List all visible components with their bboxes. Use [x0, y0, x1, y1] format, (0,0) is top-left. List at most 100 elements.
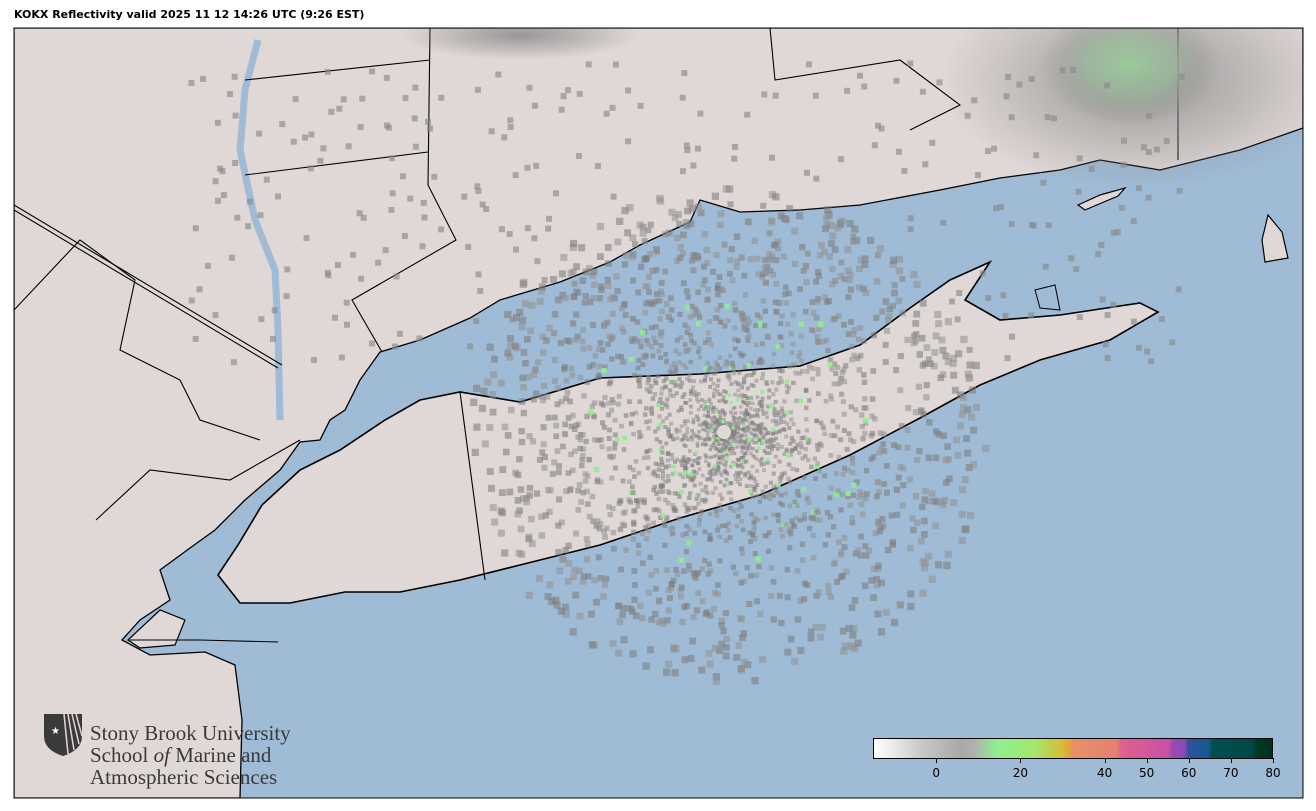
echo-pixel	[711, 408, 715, 412]
echo-pixel	[773, 280, 780, 287]
echo-pixel	[803, 453, 808, 459]
echo-pixel	[807, 525, 813, 532]
echo-pixel	[904, 444, 911, 451]
echo-pixel	[960, 335, 968, 344]
echo-pixel	[874, 479, 881, 486]
echo-pixel	[522, 360, 529, 367]
echo-pixel	[431, 173, 438, 180]
echo-pixel	[844, 246, 852, 253]
echo-pixel	[859, 412, 865, 418]
echo-pixel	[796, 429, 801, 434]
echo-pixel	[799, 445, 804, 450]
echo-pixel	[699, 598, 706, 605]
echo-pixel	[728, 446, 732, 450]
echo-pixel	[593, 598, 600, 606]
echo-pixel	[716, 274, 723, 280]
echo-pixel	[1068, 255, 1075, 262]
echo-pixel	[695, 321, 701, 327]
echo-pixel	[517, 525, 525, 533]
echo-pixel	[621, 206, 629, 215]
echo-pixel	[599, 347, 606, 353]
echo-pixel	[670, 370, 676, 375]
echo-pixel	[709, 443, 713, 448]
echo-pixel	[760, 494, 766, 499]
echo-pixel	[751, 528, 756, 534]
echo-pixel	[747, 530, 753, 536]
echo-pixel	[619, 521, 626, 527]
echo-pixel	[859, 511, 866, 518]
echo-pixel	[791, 657, 799, 665]
echo-pixel	[696, 418, 700, 422]
echo-pixel	[810, 554, 817, 561]
echo-pixel	[940, 432, 947, 439]
echo-pixel	[602, 394, 608, 400]
echo-pixel	[778, 619, 785, 627]
echo-pixel	[870, 368, 877, 374]
echo-pixel	[498, 489, 506, 497]
echo-pixel	[840, 399, 846, 405]
echo-pixel	[799, 435, 804, 441]
echo-pixel	[862, 396, 868, 402]
echo-pixel	[879, 516, 886, 523]
echo-pixel	[865, 547, 872, 554]
echo-pixel	[552, 596, 560, 604]
echo-pixel	[847, 502, 853, 508]
echo-pixel	[595, 518, 601, 524]
echo-pixel	[874, 252, 881, 259]
echo-pixel	[782, 399, 787, 404]
echo-pixel	[271, 307, 278, 314]
echo-pixel	[620, 358, 627, 365]
echo-pixel	[729, 410, 733, 414]
echo-pixel	[601, 368, 607, 374]
echo-pixel	[743, 441, 747, 445]
echo-pixel	[935, 320, 943, 328]
echo-pixel	[725, 457, 729, 461]
echo-pixel	[810, 366, 816, 371]
echo-pixel	[729, 277, 736, 283]
echo-pixel	[813, 517, 819, 523]
echo-pixel	[478, 404, 486, 412]
echo-pixel	[849, 631, 857, 639]
echo-pixel	[680, 408, 684, 412]
echo-pixel	[873, 581, 881, 589]
echo-pixel	[564, 389, 571, 396]
echo-pixel	[345, 143, 352, 150]
echo-pixel	[870, 454, 877, 460]
echo-pixel	[726, 271, 733, 277]
echo-pixel	[820, 338, 827, 345]
echo-pixel	[825, 588, 832, 595]
echo-pixel	[775, 446, 780, 451]
echo-pixel	[762, 468, 766, 473]
echo-pixel	[964, 370, 972, 378]
echo-pixel	[1004, 355, 1011, 362]
echo-pixel	[568, 423, 575, 430]
echo-pixel	[845, 493, 851, 500]
echo-pixel	[772, 299, 779, 305]
echo-pixel	[716, 424, 720, 428]
echo-pixel	[689, 257, 696, 264]
echo-pixel	[504, 432, 512, 439]
echo-pixel	[664, 360, 669, 365]
echo-pixel	[683, 461, 688, 466]
echo-pixel	[558, 519, 565, 526]
echo-pixel	[771, 493, 776, 498]
echo-pixel	[740, 630, 747, 637]
echo-pixel	[907, 602, 915, 611]
echo-pixel	[766, 406, 771, 411]
echo-pixel	[709, 406, 714, 410]
echo-pixel	[658, 397, 663, 402]
echo-pixel	[615, 602, 622, 610]
echo-pixel	[733, 411, 738, 415]
echo-pixel	[822, 542, 829, 548]
echo-pixel	[567, 398, 573, 405]
echo-pixel	[740, 458, 744, 463]
echo-pixel	[699, 404, 704, 408]
echo-pixel	[656, 297, 663, 304]
echo-pixel	[817, 251, 824, 259]
echo-pixel	[718, 471, 722, 476]
echo-pixel	[605, 260, 612, 267]
echo-pixel	[635, 503, 641, 509]
echo-pixel	[662, 268, 669, 275]
echo-pixel	[1140, 144, 1147, 151]
echo-pixel	[760, 404, 765, 408]
